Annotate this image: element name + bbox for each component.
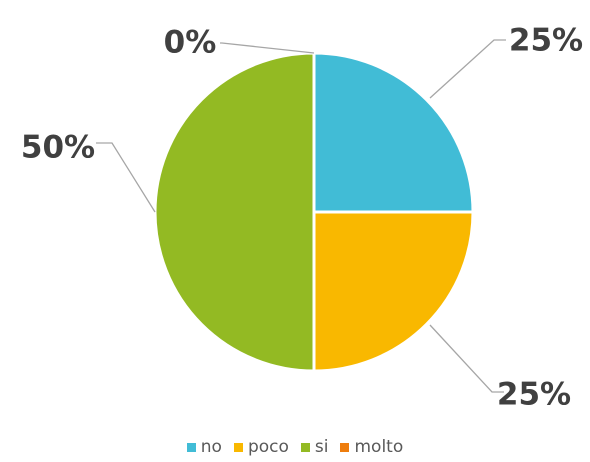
legend-label-poco: poco <box>247 437 289 457</box>
data-label-no: 25% <box>509 23 583 59</box>
pie-slice-si <box>153 51 316 373</box>
legend-item-no: no <box>186 437 222 457</box>
data-label-poco: 25% <box>497 377 571 413</box>
data-label-si: 50% <box>21 130 95 166</box>
chart-legend: no poco si molto <box>0 437 590 457</box>
leader-line-si <box>96 142 156 213</box>
legend-swatch-no <box>186 442 196 452</box>
leader-line-no <box>429 39 506 99</box>
legend-label-si: si <box>314 437 329 457</box>
legend-label-no: no <box>200 437 222 457</box>
legend-label-molto: molto <box>354 437 404 457</box>
leader-line-molto <box>220 42 315 54</box>
pie-slice-poco <box>312 210 475 373</box>
data-label-molto: 0% <box>164 25 217 61</box>
legend-swatch-si <box>300 442 310 452</box>
legend-item-poco: poco <box>233 437 289 457</box>
legend-item-molto: molto <box>340 437 403 457</box>
leader-line-poco <box>429 324 504 393</box>
legend-swatch-molto <box>340 442 350 452</box>
pie-slice-no <box>312 51 475 214</box>
legend-swatch-poco <box>233 442 243 452</box>
legend-item-si: si <box>300 437 329 457</box>
